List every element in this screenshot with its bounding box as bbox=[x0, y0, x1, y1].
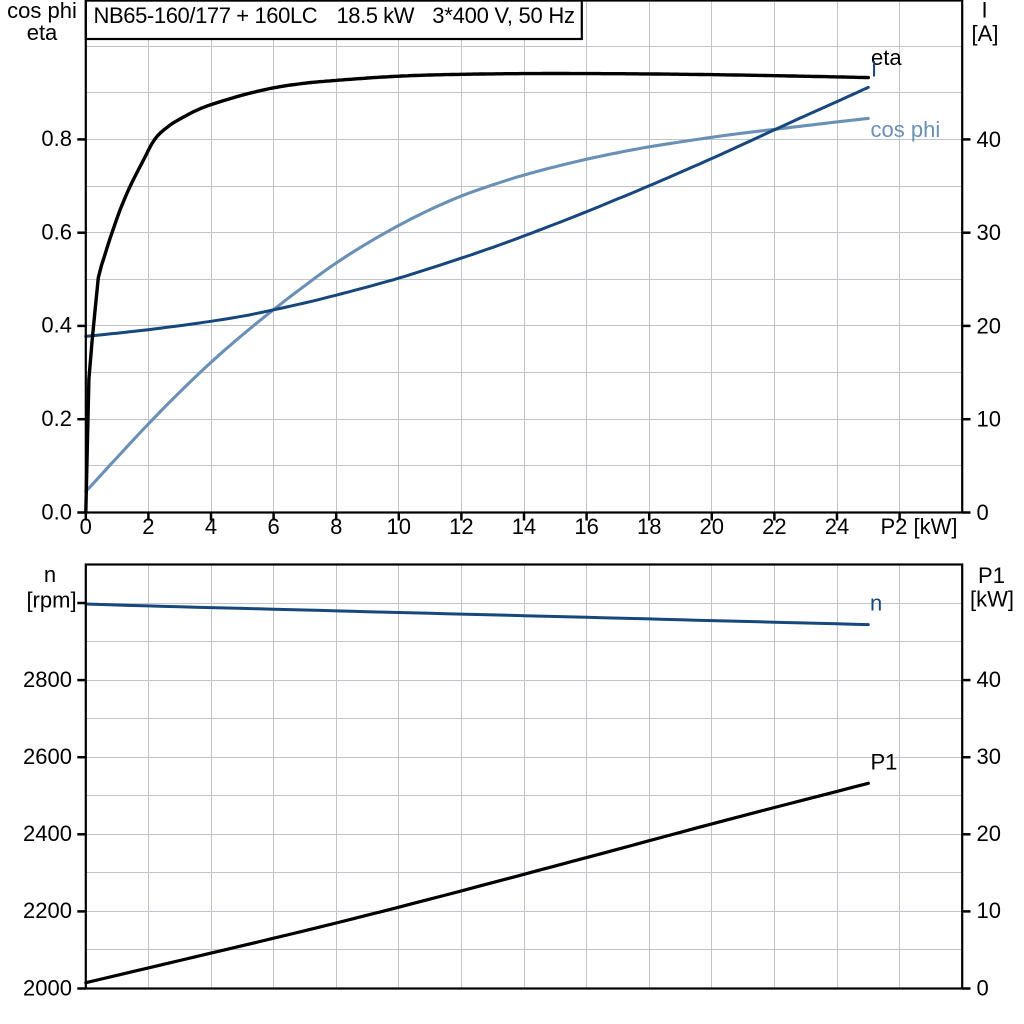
svg-text:I: I bbox=[871, 57, 877, 82]
svg-text:n: n bbox=[44, 562, 56, 587]
svg-text:P1: P1 bbox=[871, 750, 898, 775]
svg-text:20: 20 bbox=[700, 514, 724, 539]
svg-text:30: 30 bbox=[977, 744, 1001, 769]
svg-text:P2 [kW]: P2 [kW] bbox=[880, 514, 957, 539]
svg-text:24: 24 bbox=[825, 514, 849, 539]
svg-text:P1: P1 bbox=[978, 563, 1005, 588]
svg-text:0: 0 bbox=[80, 514, 92, 539]
svg-text:eta: eta bbox=[27, 20, 58, 45]
svg-text:eta: eta bbox=[871, 45, 902, 70]
svg-text:2000: 2000 bbox=[23, 975, 72, 1000]
svg-text:0.6: 0.6 bbox=[41, 219, 72, 244]
svg-text:0: 0 bbox=[977, 975, 989, 1000]
svg-text:0.8: 0.8 bbox=[41, 126, 72, 151]
svg-text:6: 6 bbox=[267, 514, 279, 539]
svg-text:10: 10 bbox=[977, 407, 1001, 432]
svg-text:[A]: [A] bbox=[972, 21, 999, 46]
svg-text:[rpm]: [rpm] bbox=[26, 587, 76, 612]
svg-text:2: 2 bbox=[142, 514, 154, 539]
svg-text:12: 12 bbox=[449, 514, 473, 539]
svg-text:20: 20 bbox=[977, 821, 1001, 846]
svg-text:2400: 2400 bbox=[23, 821, 72, 846]
svg-text:0.4: 0.4 bbox=[41, 313, 72, 338]
svg-text:40: 40 bbox=[977, 667, 1001, 692]
svg-text:30: 30 bbox=[977, 220, 1001, 245]
svg-text:cos phi: cos phi bbox=[871, 117, 941, 142]
svg-text:20: 20 bbox=[977, 313, 1001, 338]
svg-text:2600: 2600 bbox=[23, 744, 72, 769]
svg-text:16: 16 bbox=[574, 514, 598, 539]
svg-text:14: 14 bbox=[512, 514, 536, 539]
svg-text:10: 10 bbox=[387, 514, 411, 539]
svg-text:0: 0 bbox=[977, 500, 989, 525]
svg-text:[kW]: [kW] bbox=[970, 587, 1014, 612]
svg-text:I: I bbox=[981, 0, 987, 22]
svg-text:22: 22 bbox=[762, 514, 786, 539]
svg-text:NB65-160/177 + 160LC: NB65-160/177 + 160LC bbox=[94, 3, 318, 28]
svg-text:3*400 V, 50 Hz: 3*400 V, 50 Hz bbox=[432, 3, 574, 28]
svg-text:0.2: 0.2 bbox=[41, 406, 72, 431]
svg-text:2800: 2800 bbox=[23, 667, 72, 692]
svg-text:2200: 2200 bbox=[23, 898, 72, 923]
svg-text:cos phi: cos phi bbox=[7, 0, 77, 23]
svg-text:0.0: 0.0 bbox=[41, 499, 72, 524]
svg-text:40: 40 bbox=[977, 127, 1001, 152]
svg-text:18.5 kW: 18.5 kW bbox=[337, 3, 415, 28]
svg-text:8: 8 bbox=[330, 514, 342, 539]
svg-text:4: 4 bbox=[205, 514, 217, 539]
svg-text:n: n bbox=[870, 591, 882, 616]
svg-text:10: 10 bbox=[977, 898, 1001, 923]
svg-text:18: 18 bbox=[637, 514, 661, 539]
